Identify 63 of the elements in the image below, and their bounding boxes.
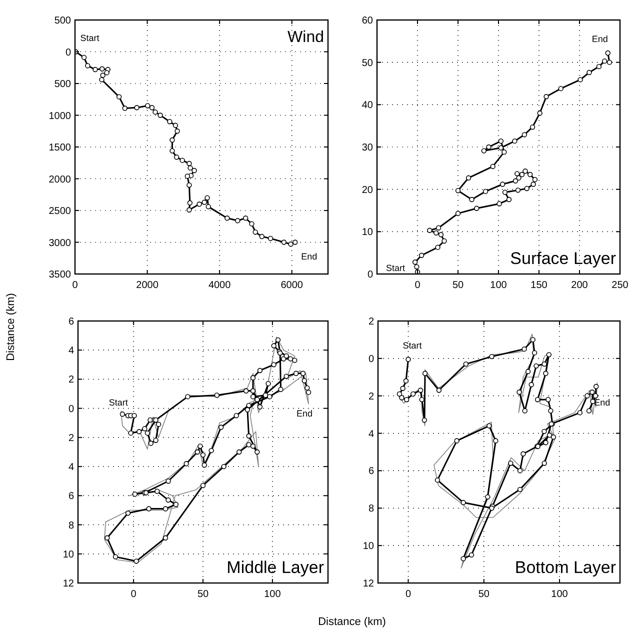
y-tick-label: 3500 bbox=[48, 270, 72, 280]
y-tick-label: 50 bbox=[362, 58, 374, 69]
x-axis-title: Distance (km) bbox=[318, 616, 386, 628]
y-tick-label: 10 bbox=[362, 227, 374, 238]
x-tick-label: 50 bbox=[452, 280, 464, 291]
text: Middle Layer bbox=[226, 558, 324, 577]
text: Wind bbox=[288, 29, 324, 46]
x-tick-label: 250 bbox=[612, 280, 629, 291]
y-tick-label: 40 bbox=[362, 100, 374, 112]
x-tick-label: 2000 bbox=[136, 280, 159, 291]
y-tick-label: 6 bbox=[368, 466, 374, 478]
y-tick-label: 0 bbox=[68, 404, 74, 415]
y-tick-label: 4 bbox=[68, 346, 74, 357]
x-tick-label: 100 bbox=[490, 280, 508, 291]
y-tick-label: 8 bbox=[368, 504, 374, 515]
y-tick-label: 500 bbox=[54, 16, 72, 26]
y-tick-label: 20 bbox=[362, 184, 374, 196]
y-tick-label: 2 bbox=[368, 391, 374, 402]
y-tick-label: 4 bbox=[368, 428, 374, 440]
x-tick-label: 100 bbox=[264, 589, 282, 600]
x-tick-label: 100 bbox=[551, 589, 568, 600]
x-tick-label: 50 bbox=[197, 589, 209, 600]
annotation: Start bbox=[402, 340, 422, 351]
y-tick-label: 1000 bbox=[48, 110, 72, 122]
x-tick-label: 0 bbox=[130, 589, 137, 600]
y-tick-label: 10 bbox=[62, 549, 74, 560]
x-tick-label: 150 bbox=[530, 280, 548, 291]
y-tick-label: 3000 bbox=[48, 238, 72, 249]
text: Surface Layer bbox=[510, 249, 616, 268]
annotation: End bbox=[592, 34, 608, 44]
y-tick-label: 0 bbox=[367, 270, 374, 280]
x-tick-label: 200 bbox=[571, 280, 588, 291]
y-tick-label: 8 bbox=[68, 520, 74, 532]
y-tick-label: 2 bbox=[68, 432, 74, 444]
y-tick-label: 1500 bbox=[48, 142, 72, 154]
y-tick-label: 0 bbox=[368, 354, 374, 365]
x-tick-label: 0 bbox=[414, 280, 421, 291]
y-tick-label: 6 bbox=[68, 491, 74, 502]
y-tick-label: 12 bbox=[62, 578, 74, 590]
y-tick-label: 6 bbox=[68, 316, 74, 328]
annotation: Start bbox=[80, 32, 100, 43]
annotation: End bbox=[594, 398, 610, 408]
annotation: End bbox=[301, 251, 318, 262]
y-tick-label: 30 bbox=[362, 142, 374, 154]
y-tick-label: 12 bbox=[362, 578, 374, 590]
y-tick-label: 0 bbox=[65, 47, 72, 58]
y-tick-label: 4 bbox=[68, 462, 74, 474]
y-tick-label: 2 bbox=[68, 374, 74, 386]
y-tick-label: 500 bbox=[54, 79, 72, 90]
x-tick-label: 4000 bbox=[208, 280, 232, 291]
x-tick-label: 6000 bbox=[280, 280, 304, 291]
y-tick-label: 2000 bbox=[48, 174, 72, 186]
text: Bottom Layer bbox=[514, 558, 616, 577]
x-tick-label: 50 bbox=[478, 589, 490, 600]
y-tick-label: 2 bbox=[368, 316, 374, 328]
annotation: Start bbox=[386, 263, 406, 274]
y-tick-label: 60 bbox=[362, 16, 374, 26]
y-tick-label: 10 bbox=[362, 541, 374, 552]
annotation: Start bbox=[108, 397, 128, 408]
y-axis-title: Distance (km) bbox=[5, 293, 17, 361]
annotation: End bbox=[296, 408, 313, 418]
y-tick-label: 2500 bbox=[48, 206, 72, 217]
x-tick-label: 0 bbox=[405, 589, 412, 600]
